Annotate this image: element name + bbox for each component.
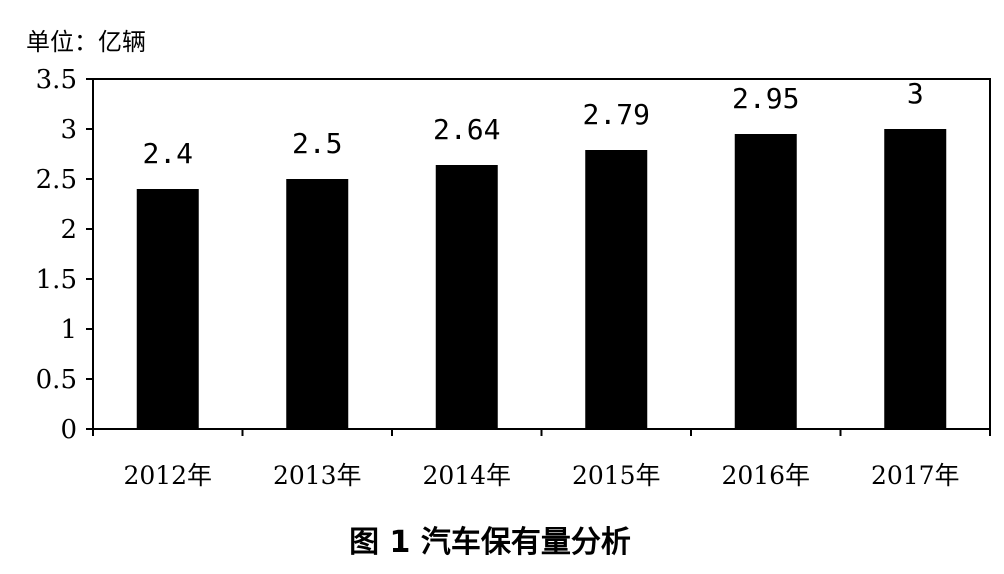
bar-2013年 — [286, 179, 349, 429]
y-tick-label: 0.5 — [36, 365, 77, 395]
bar-2015年 — [585, 150, 648, 429]
data-label: 2.5 — [292, 127, 343, 160]
bar-2017年 — [884, 129, 947, 429]
x-category-label: 2017年 — [871, 461, 960, 490]
y-tick-label: 1 — [60, 315, 77, 345]
data-label: 2.4 — [142, 137, 193, 170]
x-category-label: 2013年 — [273, 461, 362, 490]
bar-2014年 — [435, 165, 498, 429]
y-tick-label: 3 — [60, 115, 77, 145]
bar-2012年 — [136, 189, 199, 429]
y-tick-label: 3.5 — [36, 65, 77, 95]
x-category-label: 2016年 — [721, 461, 810, 490]
figure-caption: 图 1 汽车保有量分析 — [349, 525, 631, 560]
unit-label: 单位：亿辆 — [26, 28, 146, 56]
bar-2016年 — [734, 134, 797, 429]
x-category-label: 2012年 — [123, 461, 212, 490]
plot-area-frame — [92, 78, 991, 430]
data-label: 2.95 — [732, 82, 799, 115]
data-label: 2.64 — [433, 113, 500, 146]
y-tick-label: 2.5 — [36, 165, 77, 195]
y-tick-label: 2 — [60, 215, 77, 245]
y-tick-label: 1.5 — [36, 265, 77, 295]
x-category-label: 2015年 — [572, 461, 661, 490]
data-label: 3 — [907, 77, 924, 110]
x-category-label: 2014年 — [422, 461, 511, 490]
y-tick-label: 0 — [60, 415, 77, 445]
data-label: 2.79 — [583, 98, 650, 131]
